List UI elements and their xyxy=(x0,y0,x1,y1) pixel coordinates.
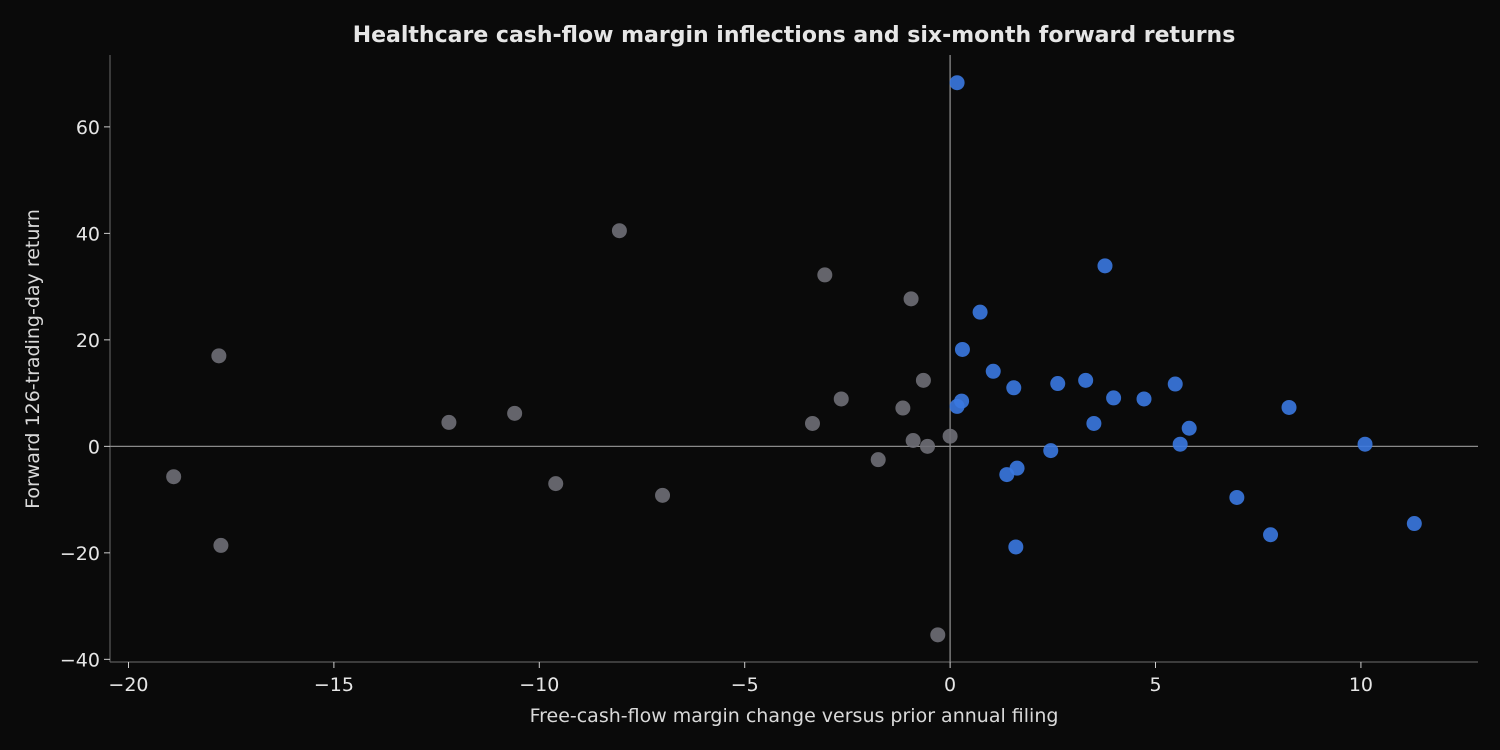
scatter-point-s1-20 xyxy=(1229,489,1245,505)
y-tick-label: −20 xyxy=(60,543,100,565)
scatter-point-s0-6 xyxy=(611,223,627,239)
scatter-point-s0-2 xyxy=(213,537,229,553)
scatter-point-s0-3 xyxy=(441,414,457,430)
scatter-point-s1-8 xyxy=(1008,539,1024,555)
scatter-point-s1-13 xyxy=(1086,415,1102,431)
scatter-point-s1-7 xyxy=(1006,380,1022,396)
x-tick-label: −5 xyxy=(731,674,759,696)
scatter-point-s0-1 xyxy=(211,348,227,364)
y-tick-label: 20 xyxy=(76,330,100,352)
scatter-point-s1-12 xyxy=(1078,372,1094,388)
x-tick-label: 0 xyxy=(944,674,956,696)
x-tick-label: −20 xyxy=(108,674,148,696)
tick-labels: −20 −15 −10 −5 0 5 10 −40 −20 0 20 40 60 xyxy=(60,117,1373,696)
scatter-point-s1-4 xyxy=(972,304,988,320)
x-tick-label: 10 xyxy=(1349,674,1373,696)
scatter-point-s0-18 xyxy=(942,428,958,444)
scatter-point-s0-13 xyxy=(903,291,919,307)
scatter-point-s1-15 xyxy=(1106,390,1122,406)
chart-title: Healthcare cash-flow margin inflections … xyxy=(353,23,1236,48)
reference-lines xyxy=(110,55,1478,662)
x-axis-label: Free-cash-flow margin change versus prio… xyxy=(530,705,1059,727)
scatter-point-s1-14 xyxy=(1097,258,1113,274)
x-tick-label: 5 xyxy=(1149,674,1161,696)
scatter-point-s1-22 xyxy=(1281,399,1297,415)
scatter-point-s1-0 xyxy=(949,75,965,91)
scatter-point-s0-15 xyxy=(915,372,931,388)
y-tick-label: 0 xyxy=(88,436,100,458)
x-tick-label: −10 xyxy=(519,674,559,696)
y-tick-label: −40 xyxy=(60,649,100,671)
scatter-point-s0-16 xyxy=(920,438,936,454)
scatter-point-s0-8 xyxy=(804,415,820,431)
scatter-point-s0-12 xyxy=(895,400,911,416)
scatter-point-s0-4 xyxy=(507,405,523,421)
scatter-point-s0-11 xyxy=(870,452,886,468)
scatter-point-s1-24 xyxy=(1406,516,1422,532)
axes xyxy=(109,55,1478,663)
scatter-point-s0-10 xyxy=(833,391,849,407)
scatter-point-s1-9 xyxy=(1009,460,1025,476)
scatter-point-s1-19 xyxy=(1181,420,1197,436)
data-points xyxy=(166,75,1422,643)
scatter-point-s1-11 xyxy=(1050,376,1066,392)
y-tick-label: 60 xyxy=(76,117,100,139)
scatter-point-s1-2 xyxy=(954,393,970,409)
scatter-point-s0-5 xyxy=(548,476,564,492)
scatter-point-s1-23 xyxy=(1357,436,1373,452)
scatter-point-s0-14 xyxy=(905,432,921,448)
scatter-point-s0-9 xyxy=(817,267,833,283)
scatter-point-s1-16 xyxy=(1136,391,1152,407)
scatter-point-s0-7 xyxy=(655,487,671,503)
scatter-point-s1-5 xyxy=(985,363,1001,379)
scatter-point-s0-17 xyxy=(930,627,946,643)
scatter-point-s1-3 xyxy=(954,341,970,357)
scatter-point-s1-21 xyxy=(1263,527,1279,543)
y-tick-label: 40 xyxy=(76,223,100,245)
scatter-point-s0-0 xyxy=(166,469,182,485)
y-axis-label: Forward 126-trading-day return xyxy=(22,209,44,509)
scatter-point-s1-17 xyxy=(1167,376,1183,392)
x-tick-label: −15 xyxy=(314,674,354,696)
scatter-point-s1-10 xyxy=(1043,443,1059,459)
scatter-point-s1-18 xyxy=(1172,436,1188,452)
